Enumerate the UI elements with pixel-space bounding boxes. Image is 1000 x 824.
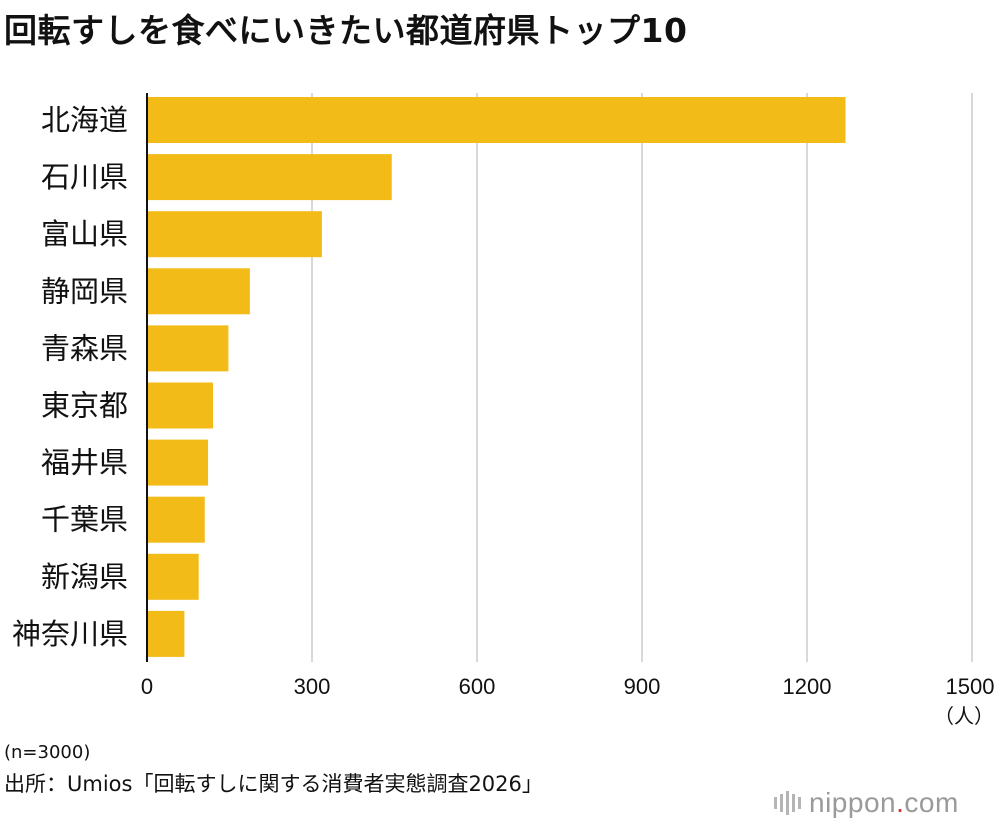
category-label-3: 静岡県 [41,274,128,308]
logo-name: nippon [809,787,897,818]
logo-dot: . [896,787,905,818]
logo-text: nippon.com [809,787,959,819]
bar-4 [147,325,229,372]
category-label-2: 富山県 [41,217,128,251]
source-note: 出所：Umios「回転すしに関する消費者実態調査2026」 [4,772,543,796]
bar-9 [147,610,185,657]
x-tick-label-4: 1200 [783,674,832,699]
x-tick-label-2: 600 [459,674,496,699]
x-tick-labels: 0 300 600 900 1200 1500 [141,674,995,699]
category-label-4: 青森県 [41,331,128,365]
bar-2 [147,211,322,258]
grid-lines [311,93,973,662]
category-label-9: 神奈川県 [12,617,128,651]
logo-tld: com [904,787,959,818]
category-label-0: 北海道 [41,103,128,137]
bar-3 [147,268,250,315]
sample-size-note: (n=3000) [4,742,91,763]
bar-7 [147,496,205,543]
category-label-6: 福井県 [41,446,128,480]
category-label-8: 新潟県 [41,560,128,594]
bar-0 [147,97,846,143]
x-tick-label-3: 900 [624,674,661,699]
bar-6 [147,439,209,486]
bar-1 [147,154,392,201]
x-tick-label-5: 1500 [946,674,995,699]
category-label-1: 石川県 [41,160,128,194]
logo-bars-icon [774,791,801,815]
bar-8 [147,553,199,600]
x-tick-label-1: 300 [294,674,331,699]
nippon-logo[interactable]: nippon.com [774,786,959,820]
x-tick-label-0: 0 [141,674,153,699]
category-label-7: 千葉県 [41,503,128,537]
bars [147,97,846,657]
x-axis-unit-label: （人） [934,704,994,728]
category-label-5: 東京都 [41,389,128,423]
bar-5 [147,382,213,429]
chart-title: 回転すしを食べにいきたい都道府県トップ10 [4,11,688,50]
